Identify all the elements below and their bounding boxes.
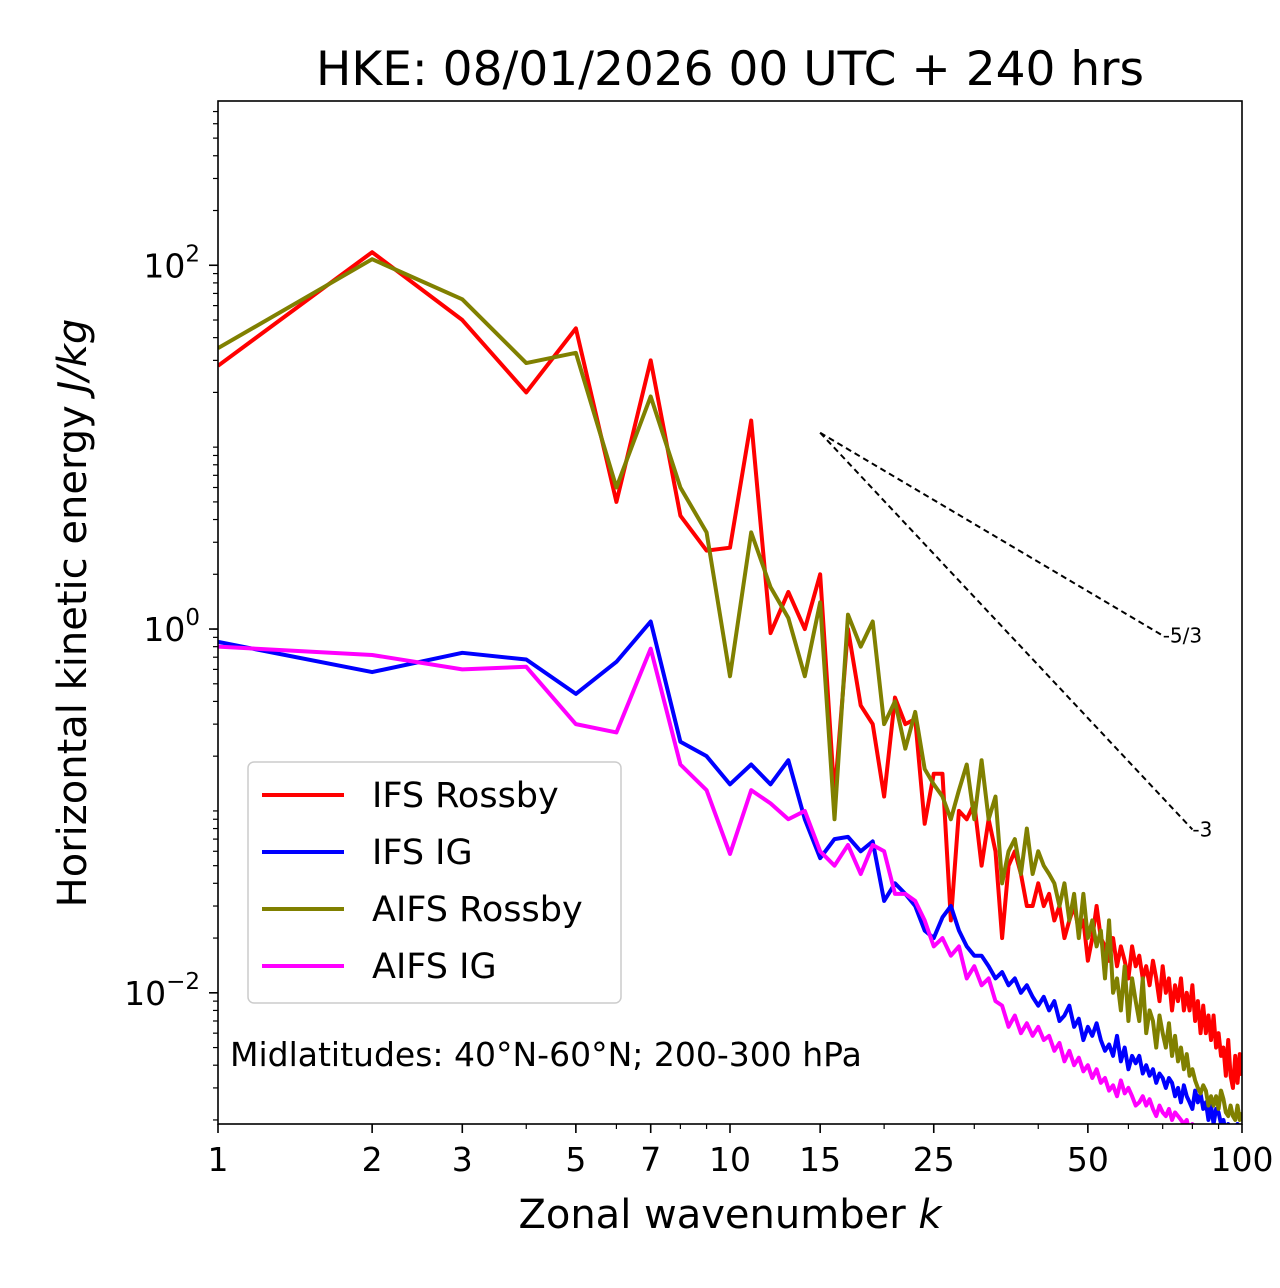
reference-line xyxy=(819,432,1194,831)
y-tick-exponent: −2 xyxy=(166,969,200,995)
x-tick-label: 5 xyxy=(565,1140,586,1179)
y-tick-exponent: 2 xyxy=(185,241,200,267)
y-tick-label: 102 xyxy=(143,241,200,285)
series-group xyxy=(218,250,1242,1124)
legend-label: AIFS IG xyxy=(372,947,497,987)
legend-label: AIFS Rossby xyxy=(372,890,583,930)
series-line-ifs-ig xyxy=(218,619,1240,1124)
x-tick-label: 100 xyxy=(1211,1140,1274,1179)
y-tick-base: 10 xyxy=(143,610,185,649)
y-axis-unit: J/kg xyxy=(50,319,96,400)
x-axis-title: Zonal wavenumber k xyxy=(518,1192,943,1238)
series-line-aifs-ig xyxy=(218,644,1195,1124)
reference-line-label: -3 xyxy=(1192,817,1212,841)
legend-label: IFS IG xyxy=(372,833,473,873)
x-tick-label: 25 xyxy=(913,1140,955,1179)
x-tick-label: 50 xyxy=(1067,1140,1109,1179)
series-line-aifs-rossby xyxy=(218,257,1242,1122)
x-tick-label: 7 xyxy=(640,1140,661,1179)
y-tick-base: 10 xyxy=(143,246,185,285)
legend-box xyxy=(247,761,622,1004)
x-tick-label: 15 xyxy=(799,1140,841,1179)
series-line-ifs-rossby xyxy=(218,250,1242,1090)
x-tick-label: 2 xyxy=(362,1140,383,1179)
y-tick-label: 10−2 xyxy=(124,969,200,1013)
x-tick-labels: 1 2 3 5 7 10 15 25 50 100 xyxy=(208,1140,1274,1179)
x-tick-label: 1 xyxy=(208,1140,229,1179)
legend: IFS Rossby IFS IG AIFS Rossby AIFS IG xyxy=(247,761,622,1004)
plot-frame xyxy=(217,100,1243,1125)
y-tick-exponent: 0 xyxy=(185,605,200,631)
y-axis-title: Horizontal kinetic energy J/kg xyxy=(50,319,96,908)
major-ticks xyxy=(209,264,1243,1133)
x-axis-title-text: Zonal wavenumber xyxy=(518,1192,906,1238)
chart-title: HKE: 08/01/2026 00 UTC + 240 hrs xyxy=(316,42,1144,97)
x-axis-var: k xyxy=(918,1192,943,1238)
y-tick-base: 10 xyxy=(124,974,166,1013)
reference-slope-lines: -5/3 -3 xyxy=(819,431,1212,841)
x-tick-label: 3 xyxy=(452,1140,473,1179)
y-tick-label: 100 xyxy=(143,605,200,649)
legend-label: IFS Rossby xyxy=(372,776,559,816)
reference-line-label: -5/3 xyxy=(1163,624,1202,648)
reference-line xyxy=(819,431,1164,637)
x-tick-label: 10 xyxy=(709,1140,751,1179)
region-annotation: Midlatitudes: 40°N-60°N; 200-300 hPa xyxy=(230,1035,862,1074)
y-axis-title-text: Horizontal kinetic energy xyxy=(50,405,96,907)
